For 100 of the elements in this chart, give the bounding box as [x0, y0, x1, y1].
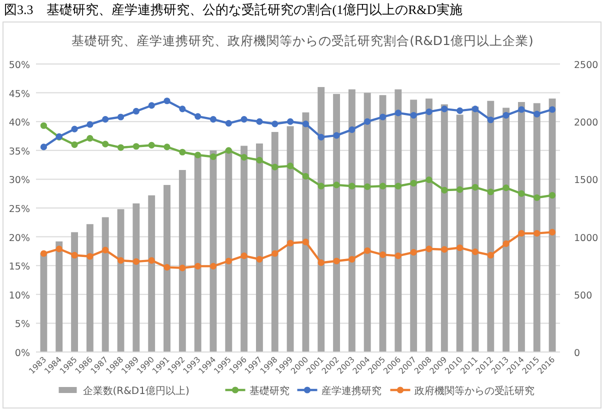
point	[132, 143, 140, 150]
bar	[502, 108, 510, 352]
point	[379, 114, 386, 120]
point	[518, 106, 525, 113]
bar	[286, 126, 294, 352]
point	[272, 164, 278, 170]
point	[410, 180, 417, 187]
point	[40, 122, 48, 129]
bar	[56, 241, 63, 352]
point	[502, 184, 510, 192]
point	[394, 252, 402, 260]
y2-tick-label: 1500	[574, 175, 598, 186]
bar	[302, 112, 310, 352]
point	[534, 230, 540, 237]
bar	[102, 217, 109, 352]
point	[333, 258, 340, 264]
point	[302, 238, 310, 246]
point	[272, 120, 278, 128]
point	[286, 240, 294, 246]
bar	[456, 114, 464, 352]
legend-label: 産学連携研究	[321, 385, 382, 397]
point	[487, 252, 494, 259]
point	[487, 188, 494, 196]
bar	[225, 149, 232, 352]
point	[426, 108, 432, 116]
point	[56, 246, 62, 252]
point	[240, 116, 248, 123]
point	[210, 116, 217, 123]
point	[333, 182, 340, 188]
point	[394, 110, 402, 116]
point	[410, 249, 417, 256]
point	[210, 153, 217, 160]
point	[179, 106, 186, 112]
point	[240, 252, 248, 260]
point	[194, 152, 202, 158]
point	[117, 114, 124, 120]
point	[502, 240, 510, 248]
point	[318, 259, 324, 266]
bar	[426, 98, 432, 352]
point	[148, 102, 155, 109]
point	[71, 252, 78, 259]
point	[164, 144, 170, 150]
point	[117, 257, 124, 264]
bar	[472, 106, 479, 352]
y2-tick-label: 1000	[574, 232, 598, 244]
point	[472, 184, 479, 191]
bar	[318, 87, 325, 352]
bar	[210, 150, 217, 352]
point	[441, 186, 448, 194]
point	[518, 190, 525, 197]
bar	[410, 100, 418, 352]
bar	[379, 95, 386, 352]
y-tick-label: 40%	[8, 118, 30, 129]
point	[86, 121, 94, 128]
bar	[240, 146, 248, 352]
point	[71, 126, 78, 132]
y-tick-label: 50%	[8, 60, 30, 71]
y-tick-label: 30%	[8, 175, 30, 186]
point	[302, 120, 310, 128]
point	[132, 258, 140, 265]
point	[164, 98, 170, 104]
point	[272, 250, 278, 257]
point	[410, 112, 417, 119]
bar	[548, 98, 556, 352]
y-tick-label: 15%	[8, 262, 30, 273]
bar	[348, 89, 356, 352]
point	[379, 251, 386, 258]
bar	[40, 252, 48, 352]
y-tick-label: 20%	[8, 232, 30, 244]
point	[132, 108, 140, 115]
y2-tick-label: 0	[574, 348, 580, 359]
point	[487, 116, 494, 124]
point	[534, 194, 540, 201]
bar	[487, 100, 494, 352]
point	[148, 142, 155, 149]
bar	[533, 103, 540, 352]
point	[472, 248, 479, 256]
point	[426, 176, 432, 184]
point	[548, 106, 556, 113]
point	[102, 116, 109, 123]
y2-tick-label: 2000	[574, 118, 598, 129]
point	[456, 107, 464, 114]
point	[148, 257, 155, 264]
bar	[440, 104, 448, 352]
point	[348, 182, 356, 190]
point	[379, 182, 386, 190]
y-tick-label: 10%	[8, 290, 30, 302]
bar	[518, 102, 525, 352]
legend-label: 政府機関等からの受託研究	[414, 385, 534, 397]
point	[548, 228, 556, 236]
point	[456, 244, 464, 252]
bar	[333, 94, 340, 352]
point	[225, 258, 232, 264]
point	[502, 112, 510, 119]
point	[286, 118, 294, 125]
bar	[256, 143, 263, 352]
bar	[117, 209, 124, 352]
point	[256, 118, 263, 125]
y-tick-label: 25%	[8, 204, 30, 215]
point	[179, 148, 186, 156]
